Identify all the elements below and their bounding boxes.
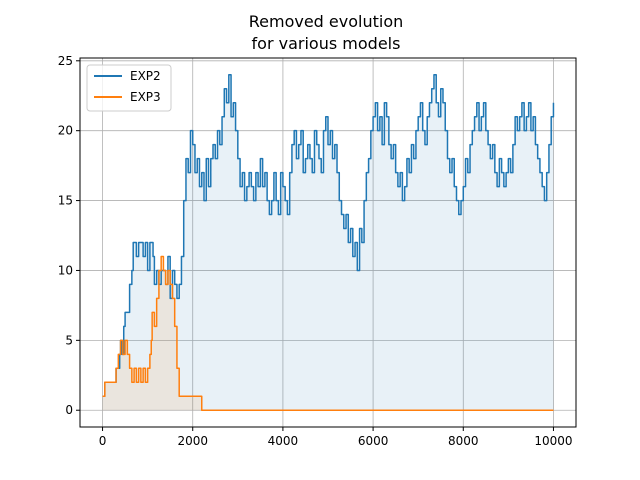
legend: EXP2 EXP3 (86, 64, 172, 112)
chart-title-line-2: for various models (252, 34, 401, 53)
legend-label-exp3: EXP3 (130, 90, 161, 104)
series-line-exp3 (102, 255, 554, 411)
legend-label-exp2: EXP2 (130, 69, 161, 83)
series-lines (102, 74, 555, 411)
axes-frame (79, 57, 577, 428)
x-tick-label: 2000 (177, 434, 208, 448)
y-tick-label: 5 (65, 333, 73, 347)
y-tick-label: 10 (58, 263, 73, 277)
x-tick-label: 10000 (534, 434, 572, 448)
chart-title-line-1: Removed evolution (249, 12, 404, 31)
x-tick-label: 8000 (448, 434, 479, 448)
y-tick-label: 20 (58, 124, 73, 138)
axis-ticks: 0 2000 4000 6000 8000 10000 0 5 10 15 20 25 (58, 54, 573, 448)
x-tick-label: 6000 (358, 434, 389, 448)
series-fill-exp3 (102, 256, 554, 411)
plot-area: 0 2000 4000 6000 8000 10000 0 5 10 15 20 25 (58, 54, 577, 448)
y-tick-label: 0 (65, 403, 73, 417)
x-tick-label: 4000 (268, 434, 299, 448)
y-tick-label: 25 (58, 54, 73, 68)
series-line-exp2 (102, 74, 555, 397)
x-tick-label: 0 (99, 434, 107, 448)
y-tick-label: 15 (58, 194, 73, 208)
